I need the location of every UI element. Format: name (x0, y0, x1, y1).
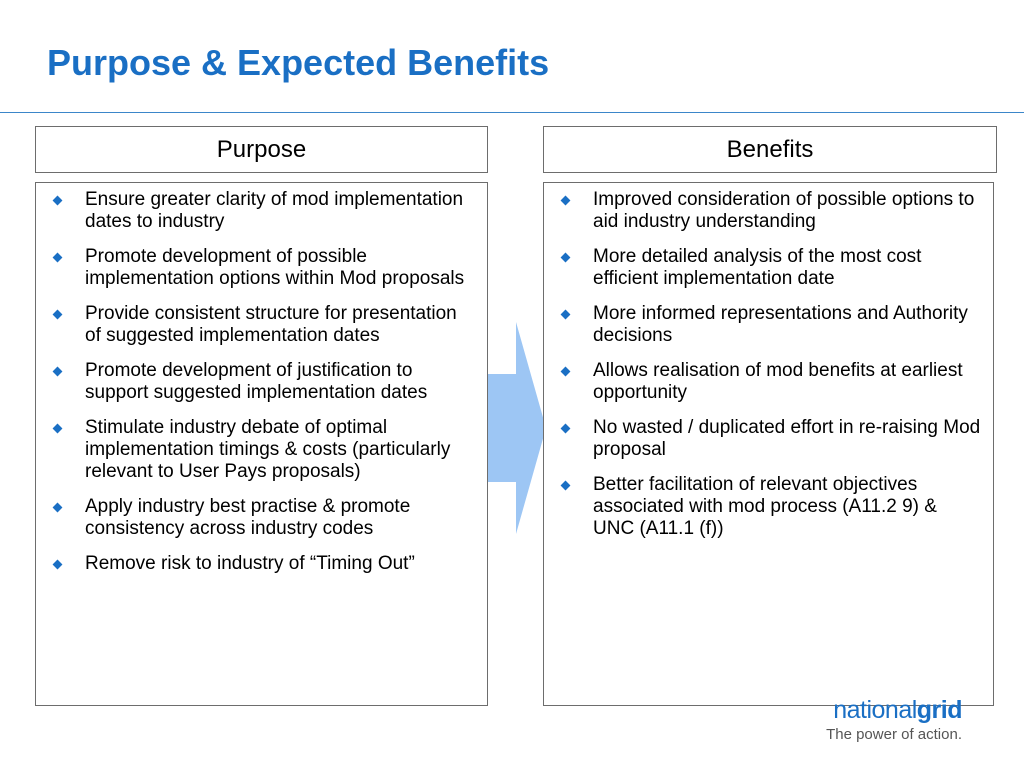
diamond-bullet-icon (52, 252, 63, 263)
benefits-list-item: Allows realisation of mod benefits at ea… (558, 360, 983, 404)
diamond-bullet-icon (560, 480, 571, 491)
logo-tagline: The power of action. (826, 726, 962, 743)
purpose-list-item: Apply industry best practise & promote c… (50, 496, 477, 540)
benefits-item-text: Allows realisation of mod benefits at ea… (593, 360, 963, 403)
benefits-list-item: No wasted / duplicated effort in re-rais… (558, 417, 983, 461)
diamond-bullet-icon (52, 423, 63, 434)
right-arrow-icon (488, 322, 546, 534)
benefits-panel: Improved consideration of possible optio… (543, 182, 994, 706)
benefits-list-item: More detailed analysis of the most cost … (558, 246, 983, 290)
benefits-item-text: Better facilitation of relevant objectiv… (593, 474, 937, 539)
benefits-list-item: More informed representations and Author… (558, 303, 983, 347)
purpose-item-text: Promote development of possible implemen… (85, 246, 465, 289)
benefits-list-item: Improved consideration of possible optio… (558, 189, 983, 233)
benefits-list-item: Better facilitation of relevant objectiv… (558, 474, 983, 540)
benefits-item-text: More informed representations and Author… (593, 303, 968, 346)
title-divider (0, 112, 1024, 113)
benefits-header-label: Benefits (726, 135, 814, 163)
purpose-list-item: Remove risk to industry of “Timing Out” (50, 553, 477, 575)
logo-word-regular: national (833, 696, 917, 724)
diamond-bullet-icon (52, 502, 63, 513)
diamond-bullet-icon (560, 252, 571, 263)
purpose-list-item: Ensure greater clarity of mod implementa… (50, 189, 477, 233)
purpose-header: Purpose (35, 126, 488, 173)
national-grid-logo: nationalgrid The power of action. (826, 696, 962, 744)
purpose-list-item: Stimulate industry debate of optimal imp… (50, 417, 477, 483)
purpose-item-text: Promote development of justification to … (85, 360, 428, 403)
benefits-item-text: More detailed analysis of the most cost … (593, 246, 922, 289)
purpose-item-text: Stimulate industry debate of optimal imp… (85, 417, 451, 482)
purpose-item-text: Remove risk to industry of “Timing Out” (85, 553, 415, 574)
diamond-bullet-icon (52, 366, 63, 377)
diamond-bullet-icon (560, 309, 571, 320)
page-title: Purpose & Expected Benefits (47, 42, 550, 83)
purpose-header-label: Purpose (216, 135, 307, 163)
diamond-bullet-icon (52, 195, 63, 206)
purpose-item-text: Ensure greater clarity of mod implementa… (85, 189, 464, 232)
benefits-header: Benefits (543, 126, 997, 173)
diamond-bullet-icon (560, 195, 571, 206)
diamond-bullet-icon (52, 309, 63, 320)
purpose-item-text: Apply industry best practise & promote c… (85, 496, 411, 539)
purpose-list-item: Promote development of possible implemen… (50, 246, 477, 290)
purpose-list-item: Provide consistent structure for present… (50, 303, 477, 347)
diamond-bullet-icon (52, 559, 63, 570)
benefits-item-text: Improved consideration of possible optio… (593, 189, 975, 232)
diamond-bullet-icon (560, 423, 571, 434)
purpose-panel: Ensure greater clarity of mod implementa… (35, 182, 488, 706)
diamond-bullet-icon (560, 366, 571, 377)
purpose-item-text: Provide consistent structure for present… (85, 303, 457, 346)
logo-word-bold: grid (916, 696, 963, 724)
benefits-list: Improved consideration of possible optio… (558, 189, 983, 540)
purpose-list-item: Promote development of justification to … (50, 360, 477, 404)
purpose-list: Ensure greater clarity of mod implementa… (50, 189, 477, 575)
benefits-item-text: No wasted / duplicated effort in re-rais… (593, 417, 981, 460)
logo-wordmark: nationalgrid (826, 696, 962, 724)
